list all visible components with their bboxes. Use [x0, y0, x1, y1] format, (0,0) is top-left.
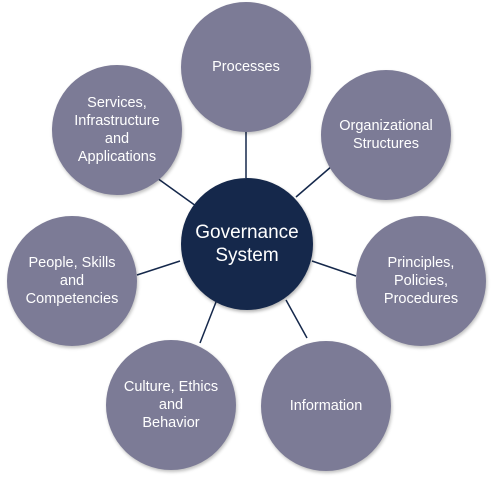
- connector-organizational-structures: [295, 165, 333, 198]
- connector-people-skills-competencies: [136, 260, 181, 276]
- connector-principles-policies-procedures: [311, 260, 357, 277]
- component-label: Principles, Policies, Procedures: [383, 255, 459, 307]
- component-label: Culture, Ethics and Behavior: [123, 379, 219, 431]
- governance-system-hub: Governance System: [181, 178, 313, 310]
- component-label: Information: [289, 398, 363, 414]
- connector-information: [285, 299, 308, 339]
- component-services-infrastructure-applications: Services, Infrastructure and Application…: [52, 65, 182, 195]
- component-information: Information: [261, 341, 391, 471]
- component-culture-ethics-behavior: Culture, Ethics and Behavior: [106, 340, 236, 470]
- component-processes: Processes: [181, 2, 311, 132]
- connector-culture-ethics-behavior: [199, 301, 217, 344]
- component-principles-policies-procedures: Principles, Policies, Procedures: [356, 216, 486, 346]
- component-label: People, Skills and Competencies: [25, 255, 119, 307]
- hub-label: Governance System: [195, 222, 299, 266]
- component-organizational-structures: Organizational Structures: [321, 70, 451, 200]
- component-label: Services, Infrastructure and Application…: [74, 95, 160, 165]
- connector-services-infrastructure-applications: [156, 177, 197, 207]
- component-label: Processes: [212, 59, 280, 75]
- component-people-skills-competencies: People, Skills and Competencies: [7, 216, 137, 346]
- component-label: Organizational Structures: [339, 118, 433, 152]
